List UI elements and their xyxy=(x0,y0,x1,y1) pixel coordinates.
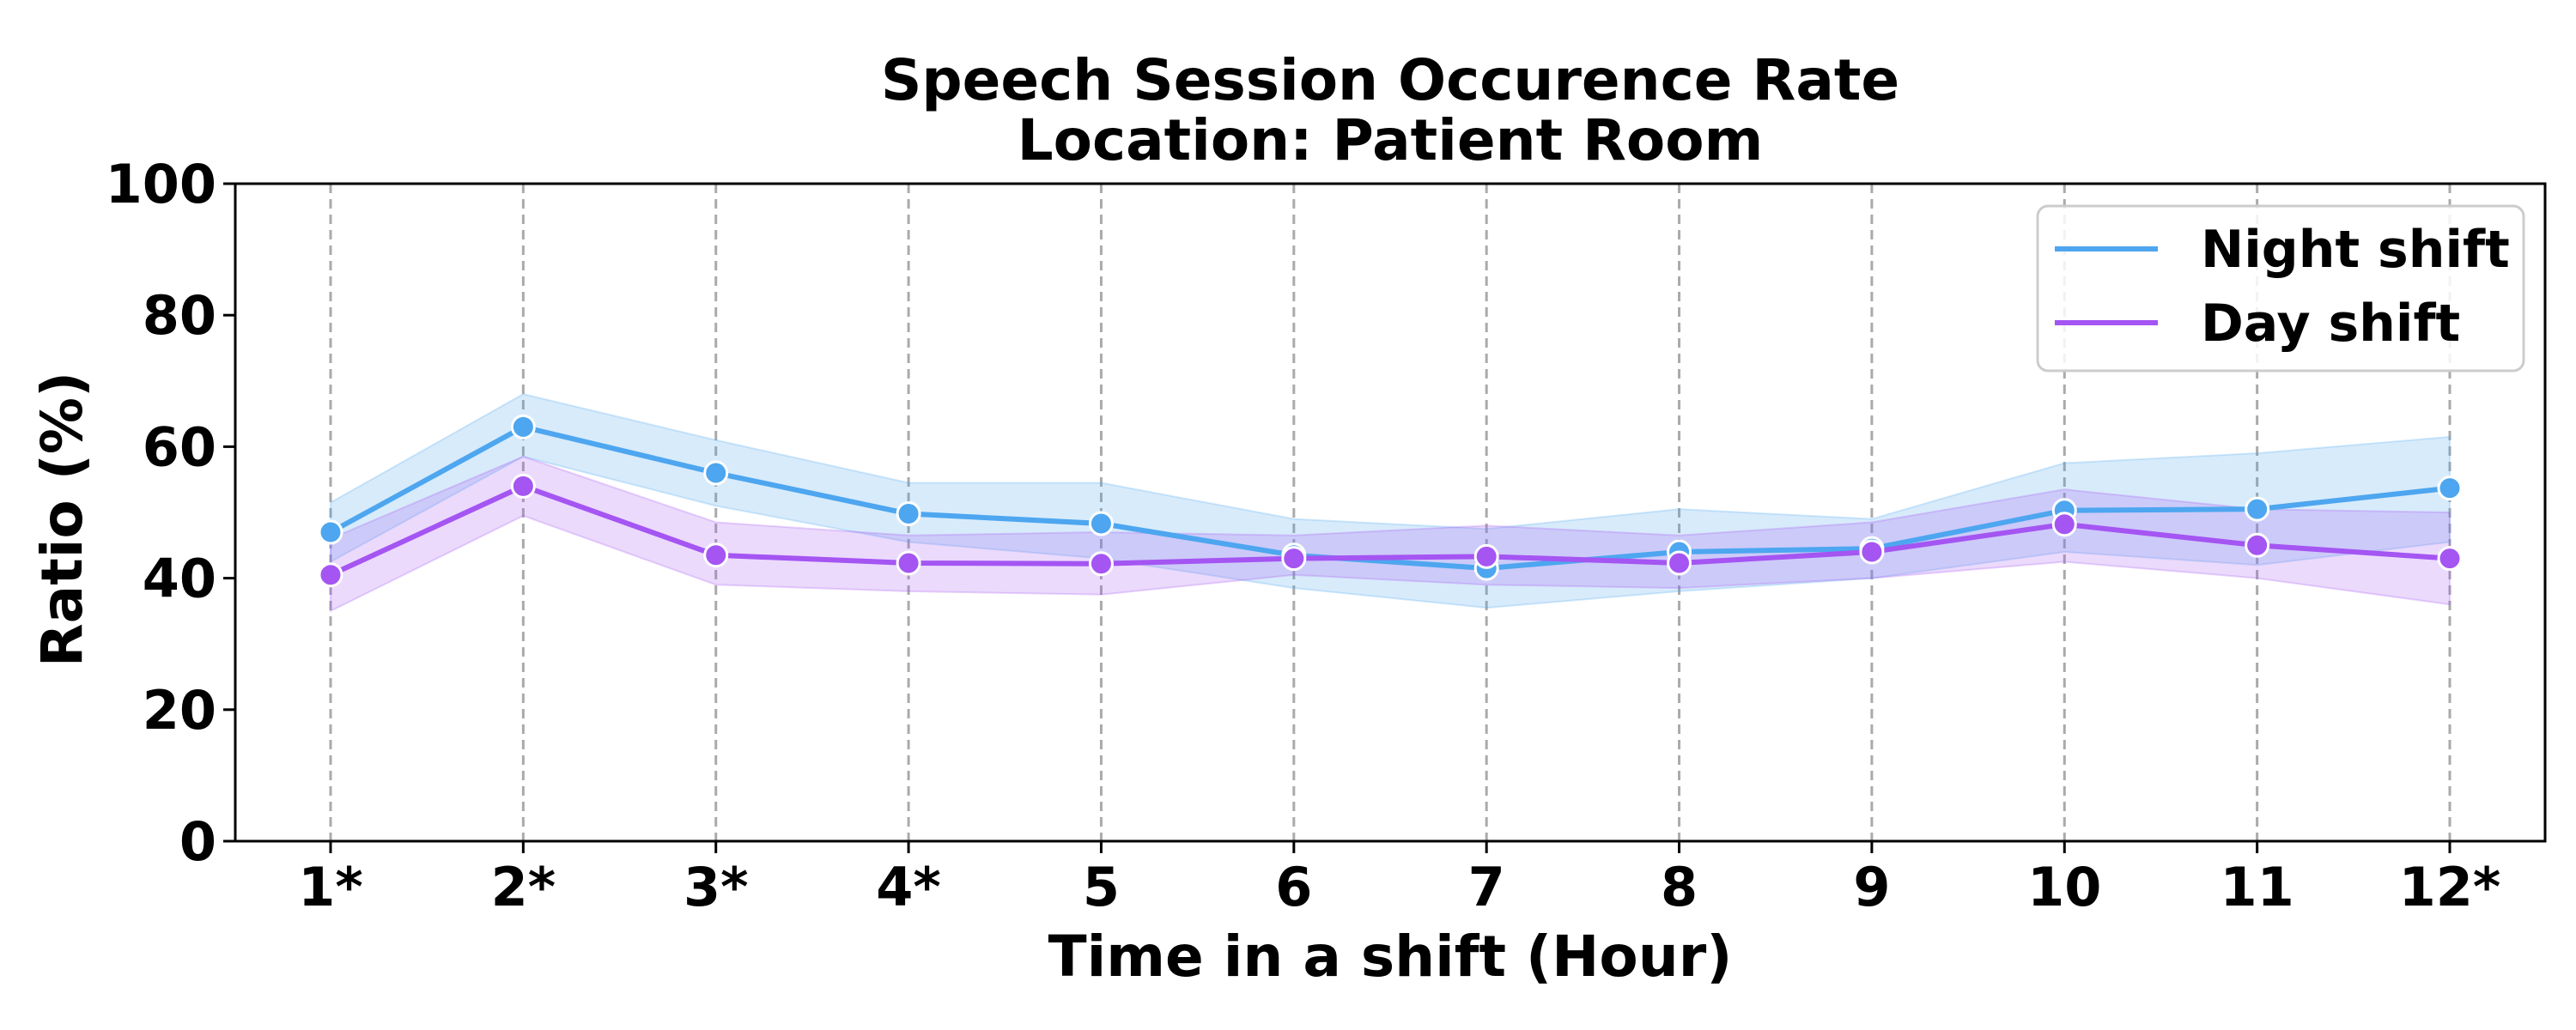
data-point xyxy=(2437,546,2463,572)
x-tick-label: 5 xyxy=(1083,856,1120,918)
y-tick-label: 0 xyxy=(179,810,216,873)
data-point xyxy=(896,501,921,527)
y-tick-label: 20 xyxy=(143,679,216,742)
chart-title-line-1: Speech Session Occurence Rate xyxy=(881,47,1899,113)
y-axis-title: Ratio (%) xyxy=(29,372,95,667)
data-point xyxy=(318,519,343,545)
y-axis-ticks: 0 20 40 60 80 100 xyxy=(106,153,235,873)
y-tick-label: 40 xyxy=(143,548,216,610)
data-point xyxy=(1281,546,1307,572)
data-point xyxy=(510,414,536,439)
plot-frame xyxy=(234,182,2547,843)
series-line-2 xyxy=(329,483,2451,578)
data-point xyxy=(318,562,343,588)
series-line-1 xyxy=(329,424,2451,572)
confidence-bands xyxy=(330,393,2451,613)
x-axis-title: Time in a shift (Hour) xyxy=(1048,924,1733,990)
data-point xyxy=(703,542,729,568)
series-points xyxy=(318,414,2463,588)
series-lines xyxy=(329,424,2451,578)
data-point xyxy=(2051,512,2077,537)
confidence-band-series-1 xyxy=(330,393,2451,609)
x-tick-label: 8 xyxy=(1661,856,1698,918)
x-tick-label: 3* xyxy=(683,856,749,918)
legend-label: Day shift xyxy=(2201,294,2460,354)
data-point xyxy=(1473,543,1499,569)
data-point xyxy=(510,473,536,499)
x-tick-label: 11 xyxy=(2220,856,2293,918)
x-tick-label: 6 xyxy=(1275,856,1312,918)
data-point xyxy=(1667,550,1692,576)
data-point xyxy=(2245,532,2270,558)
x-tick-label: 10 xyxy=(2027,856,2101,918)
x-axis-ticks: 1* 2* 3* 4* 5 6 7 8 9 10 11 12* xyxy=(298,841,2500,918)
chart-title-line-2: Location: Patient Room xyxy=(1018,107,1764,173)
x-tick-label: 9 xyxy=(1853,856,1890,918)
data-point xyxy=(1088,551,1114,577)
data-point xyxy=(1859,539,1885,565)
x-tick-label: 4* xyxy=(876,856,941,918)
x-tick-label: 2* xyxy=(491,856,556,918)
data-point xyxy=(1088,511,1114,536)
y-tick-label: 80 xyxy=(143,284,216,347)
y-tick-label: 60 xyxy=(143,415,216,478)
legend-label: Night shift xyxy=(2201,220,2510,280)
x-tick-label: 7 xyxy=(1468,856,1505,918)
x-tick-label: 1* xyxy=(298,856,363,918)
data-point xyxy=(2245,496,2270,522)
legend: Night shift Day shift xyxy=(2036,204,2525,373)
data-point xyxy=(2437,476,2463,501)
data-point xyxy=(703,460,729,486)
x-tick-label: 12* xyxy=(2399,856,2501,918)
legend-box xyxy=(2036,204,2525,373)
data-point xyxy=(896,550,921,576)
y-tick-label: 100 xyxy=(106,153,216,215)
